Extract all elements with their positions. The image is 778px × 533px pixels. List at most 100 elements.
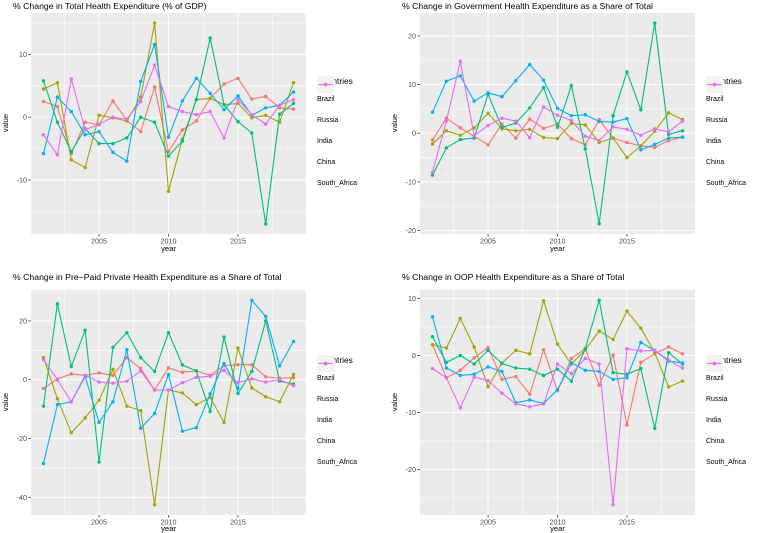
- data-point-south_africa: [597, 362, 601, 366]
- legend-item-label: China: [317, 438, 336, 445]
- data-point-south_africa: [500, 391, 504, 395]
- data-point-south_africa: [69, 400, 73, 404]
- data-point-brazil: [83, 120, 87, 124]
- data-point-india: [472, 136, 476, 140]
- data-point-china: [611, 120, 615, 124]
- data-point-india: [166, 154, 171, 158]
- data-point-russia: [69, 158, 73, 162]
- data-point-india: [194, 369, 198, 373]
- legend: Countries Brazil Russia India China South_Af…: [317, 76, 389, 196]
- data-point-china: [555, 387, 560, 392]
- data-point-south_africa: [583, 356, 587, 361]
- data-point-south_africa: [486, 123, 490, 128]
- data-point-china: [555, 106, 560, 111]
- data-point-south_africa: [458, 406, 462, 410]
- data-point-china: [180, 99, 185, 103]
- data-point-brazil: [111, 373, 115, 377]
- data-point-india: [166, 330, 171, 335]
- data-point-china: [277, 364, 282, 368]
- data-point-brazil: [666, 345, 671, 349]
- data-point-south_africa: [541, 105, 546, 109]
- data-point-brazil: [291, 107, 296, 111]
- data-point-china: [528, 398, 532, 402]
- data-point-china: [125, 159, 129, 163]
- data-point-india: [236, 391, 240, 396]
- data-point-india: [291, 101, 296, 106]
- data-point-india: [569, 379, 574, 383]
- data-point-brazil: [236, 363, 240, 367]
- data-point-brazil: [528, 392, 532, 396]
- data-point-south_africa: [277, 378, 282, 382]
- data-point-south_africa: [41, 133, 46, 137]
- y-axis-title: value: [390, 392, 399, 412]
- data-point-south_africa: [666, 358, 671, 362]
- data-point-brazil: [569, 356, 574, 361]
- legend-item-india: India: [706, 76, 778, 150]
- data-point-china: [236, 386, 240, 391]
- data-point-china: [430, 315, 435, 319]
- data-point-china: [139, 79, 143, 84]
- data-point-south_africa: [653, 348, 657, 353]
- data-point-india: [528, 106, 532, 110]
- data-point-china: [264, 106, 268, 110]
- data-point-china: [541, 78, 546, 82]
- legend-items: Brazil Russia India China South_Africa: [706, 355, 778, 471]
- data-point-china: [208, 91, 212, 96]
- legend-key-icon: [706, 355, 723, 372]
- data-point-south_africa: [166, 388, 171, 392]
- data-point-russia: [639, 326, 643, 330]
- data-point-china: [611, 377, 615, 382]
- data-point-south_africa: [125, 117, 129, 121]
- data-point-south_africa: [680, 366, 685, 370]
- data-point-india: [41, 79, 46, 83]
- data-point-russia: [666, 385, 671, 389]
- data-point-brazil: [541, 348, 546, 352]
- data-point-south_africa: [569, 118, 574, 123]
- legend-item-china: China: [317, 76, 389, 171]
- data-point-russia: [111, 367, 115, 372]
- data-point-india: [208, 409, 212, 414]
- legend-item-label: India: [317, 138, 333, 145]
- data-point-india: [139, 115, 143, 119]
- data-point-china: [430, 110, 435, 115]
- data-point-india: [541, 373, 546, 378]
- data-point-brazil: [625, 423, 629, 427]
- data-point-russia: [444, 129, 449, 133]
- x-axis-title: year: [161, 524, 176, 533]
- data-point-south_africa: [111, 115, 115, 119]
- data-point-south_africa: [444, 376, 449, 380]
- data-point-brazil: [139, 366, 143, 371]
- legend: Countries Brazil Russia India China South_Af…: [706, 76, 778, 196]
- data-point-india: [208, 36, 212, 40]
- data-point-india: [486, 348, 490, 353]
- data-point-brazil: [250, 97, 254, 101]
- data-point-south_africa: [291, 383, 296, 388]
- data-point-brazil: [500, 377, 504, 382]
- chart-prepaid-private-health-expenditure: 2005 2010 2015 -40 -20 0 20 % Change in Pre−Pa…: [0, 266, 389, 533]
- data-point-india: [111, 345, 115, 350]
- data-point-india: [555, 367, 560, 371]
- y-tick-label: 20: [19, 316, 27, 325]
- data-point-russia: [541, 299, 546, 303]
- chart-total-health-expenditure: 2005 2010 2015 -10 0 10 % Change in Total Hea…: [0, 0, 389, 266]
- data-point-russia: [555, 136, 560, 141]
- data-point-brazil: [653, 145, 657, 150]
- data-point-russia: [597, 329, 601, 333]
- data-point-brazil: [666, 138, 671, 143]
- data-point-south_africa: [680, 119, 685, 123]
- chart-oop-health-expenditure: 2005 2010 2015 -20 -10 0 10 % Change in OOP He…: [389, 266, 778, 533]
- data-point-south_africa: [500, 116, 504, 120]
- data-point-brazil: [222, 82, 226, 86]
- data-point-china: [69, 109, 73, 114]
- data-point-brazil: [166, 366, 171, 370]
- data-point-russia: [514, 129, 518, 133]
- data-point-india: [611, 114, 615, 118]
- data-point-russia: [97, 113, 101, 118]
- y-axis-title: value: [1, 392, 10, 412]
- data-point-russia: [625, 155, 629, 160]
- plot-panel: 2005 2010 2015 -20 -10 0 10: [406, 290, 695, 527]
- data-point-china: [166, 135, 171, 140]
- data-point-russia: [208, 96, 212, 101]
- x-tick-label: 2010: [550, 237, 566, 246]
- data-point-china: [152, 411, 157, 416]
